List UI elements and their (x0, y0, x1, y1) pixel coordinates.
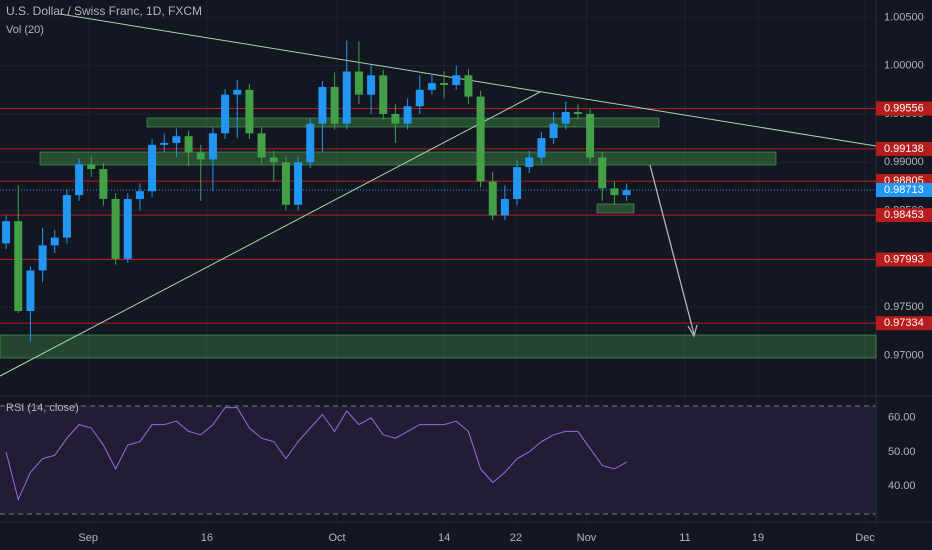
x-tick-label: 22 (510, 532, 522, 544)
level-tag (876, 316, 932, 331)
rsi-band (0, 406, 876, 514)
candle-body (403, 106, 412, 124)
candle-body (281, 162, 290, 205)
candle-body (342, 71, 351, 124)
x-tick-label: 14 (438, 532, 450, 544)
candle-body (26, 270, 35, 312)
candle-body (306, 123, 315, 163)
x-tick-label: 19 (752, 532, 764, 544)
x-tick-label: Sep (78, 532, 98, 544)
level-label: 0.97993 (884, 253, 924, 265)
candle-body (440, 83, 449, 85)
candle-body (160, 142, 169, 145)
candle-body (537, 138, 546, 158)
trendline (0, 91, 541, 377)
chart-title: U.S. Dollar / Swiss Franc, 1D, FXCM (6, 4, 202, 18)
level-tag (876, 208, 932, 223)
levels (0, 108, 876, 324)
candle-body (622, 190, 631, 196)
candle-body (87, 164, 96, 170)
candle-body (50, 237, 59, 246)
candle-body (379, 75, 388, 114)
zone (146, 117, 660, 128)
candle-body (123, 198, 132, 259)
rsi-tick-label: 50.00 (888, 446, 916, 458)
candle-body (427, 83, 436, 90)
candle-body (391, 113, 400, 124)
candle-body (452, 75, 461, 85)
y-tick-label: 0.99000 (884, 156, 924, 168)
level-tag (876, 141, 932, 156)
level-label: 0.99556 (884, 102, 924, 114)
candle-body (184, 136, 193, 153)
last-price-label: 0.98713 (884, 184, 924, 196)
arrow-head (687, 324, 698, 338)
candle-body (208, 133, 217, 160)
candle-body (476, 96, 485, 182)
candle-body (367, 75, 376, 95)
candle-body (38, 245, 47, 271)
candle-body (14, 221, 23, 312)
candle-body (257, 133, 266, 158)
candle-body (500, 198, 509, 216)
candle-body (269, 157, 278, 163)
x-tick-label: Oct (328, 532, 345, 544)
candle-body (245, 89, 254, 134)
candle-body (330, 86, 339, 124)
level-tag (876, 101, 932, 116)
candle-body (196, 152, 205, 160)
candle-body (525, 157, 534, 168)
zone (0, 334, 877, 359)
candle-body (610, 188, 619, 196)
rsi-label: RSI (14, close) (6, 402, 79, 414)
axes: 1.005001.000000.995000.990000.985000.980… (78, 11, 932, 544)
candle-body (75, 164, 84, 196)
y-tick-label: 1.00500 (884, 11, 924, 23)
candle-body (62, 195, 71, 238)
level-label: 0.99138 (884, 143, 924, 155)
rsi-tick-label: 40.00 (888, 480, 916, 492)
candle-body (318, 86, 327, 124)
level-tag (876, 252, 932, 267)
candle-body (598, 157, 607, 189)
candle-body (561, 112, 570, 124)
candle-body (148, 144, 157, 192)
x-tick-label: Dec (855, 532, 875, 544)
y-tick-label: 0.97500 (884, 301, 924, 313)
candle-body (573, 112, 582, 114)
arrow (649, 164, 695, 335)
candle-body (488, 181, 497, 216)
level-label: 0.98453 (884, 209, 924, 221)
candle-body (294, 162, 303, 205)
zone (596, 203, 635, 214)
level-label: 0.97334 (884, 317, 924, 329)
candle-body (2, 221, 11, 244)
candle-body (135, 191, 144, 199)
x-tick-label: 11 (679, 532, 690, 544)
candle-body (464, 75, 473, 97)
candle-body (221, 94, 230, 134)
candle-body (99, 169, 108, 199)
candle-body (513, 167, 522, 199)
x-tick-label: Nov (577, 532, 597, 544)
candles (2, 40, 631, 342)
candle-body (233, 89, 242, 95)
candle-body (354, 71, 363, 95)
volume-label: Vol (20) (6, 24, 44, 36)
rsi-tick-label: 60.00 (888, 412, 916, 424)
last-price-tag (876, 182, 932, 197)
rsi-line (5, 407, 627, 502)
candle-body (586, 113, 595, 158)
rsi (5, 407, 627, 502)
x-tick-label: 16 (201, 532, 213, 544)
y-tick-label: 1.00000 (884, 60, 924, 72)
candle-body (549, 123, 558, 139)
candle-body (415, 89, 424, 107)
candle-body (172, 136, 181, 143)
y-tick-label: 0.97000 (884, 349, 924, 361)
candle-body (111, 198, 120, 259)
